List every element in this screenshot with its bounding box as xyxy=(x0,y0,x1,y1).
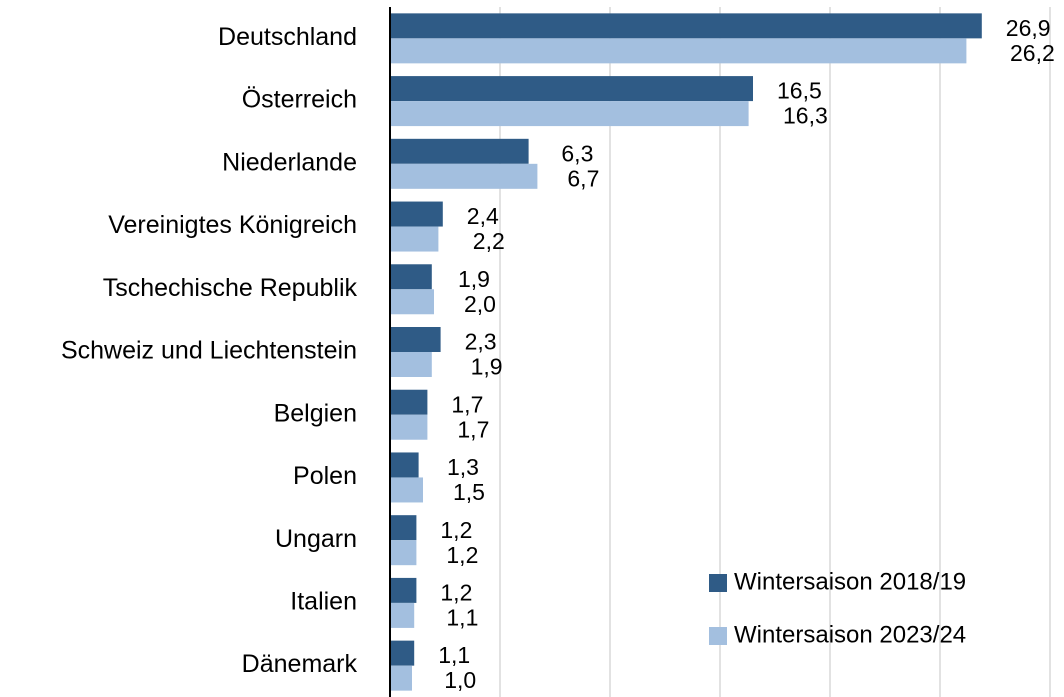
value-label: 16,3 xyxy=(783,103,828,129)
value-label: 26,9 xyxy=(1006,15,1051,41)
y-tick-label: Dänemark xyxy=(242,650,358,678)
value-label: 1,5 xyxy=(453,479,485,505)
bar xyxy=(390,540,417,566)
value-label: 1,9 xyxy=(471,354,503,380)
value-label: 2,2 xyxy=(473,228,505,254)
value-label: 16,5 xyxy=(777,78,822,104)
legend-swatch xyxy=(709,574,727,592)
bar xyxy=(390,477,423,503)
bar xyxy=(390,101,749,127)
y-tick-label: Österreich xyxy=(242,86,357,114)
value-label: 1,3 xyxy=(447,454,479,480)
legend-swatch xyxy=(709,627,727,645)
bar xyxy=(390,264,432,290)
y-tick-label: Schweiz und Liechtenstein xyxy=(61,337,357,365)
bar xyxy=(390,577,417,603)
bar xyxy=(390,226,439,252)
value-label: 1,0 xyxy=(444,667,476,693)
bar xyxy=(390,163,538,189)
bar xyxy=(390,602,415,628)
bar xyxy=(390,76,753,102)
value-label: 1,2 xyxy=(446,542,478,568)
bar xyxy=(390,201,443,227)
bar xyxy=(390,414,428,440)
bar xyxy=(390,289,434,315)
y-tick-label: Polen xyxy=(293,462,357,490)
bar xyxy=(390,327,441,352)
y-tick-label: Belgien xyxy=(274,399,357,427)
y-tick-label: Ungarn xyxy=(275,525,357,553)
value-label: 1,9 xyxy=(458,266,490,292)
bar xyxy=(390,138,529,164)
y-tick-label: Deutschland xyxy=(218,23,357,51)
value-label: 1,7 xyxy=(451,391,483,417)
y-tick-label: Tschechische Republik xyxy=(103,274,358,302)
bar xyxy=(390,13,982,39)
bar xyxy=(390,452,419,478)
value-label: 1,7 xyxy=(457,416,489,442)
value-label: 1,1 xyxy=(446,604,478,630)
value-label: 6,3 xyxy=(561,140,593,166)
bar xyxy=(390,640,415,666)
value-label: 2,4 xyxy=(467,203,499,229)
y-tick-label: Niederlande xyxy=(222,148,357,176)
value-label: 2,0 xyxy=(464,291,496,317)
value-label: 1,1 xyxy=(438,642,470,668)
bar xyxy=(390,515,417,541)
y-tick-label: Italien xyxy=(290,588,357,616)
y-tick-label: Vereinigtes Königreich xyxy=(108,211,357,239)
bar xyxy=(390,38,967,64)
value-label: 2,3 xyxy=(465,329,497,355)
value-label: 26,2 xyxy=(1010,40,1055,66)
legend-label: Wintersaison 2023/24 xyxy=(734,621,966,648)
bar xyxy=(390,665,412,691)
value-label: 6,7 xyxy=(567,165,599,191)
value-label: 1,2 xyxy=(440,517,472,543)
bar xyxy=(390,389,428,415)
legend-label: Wintersaison 2018/19 xyxy=(734,568,966,595)
bar xyxy=(390,352,432,377)
value-label: 1,2 xyxy=(440,579,472,605)
